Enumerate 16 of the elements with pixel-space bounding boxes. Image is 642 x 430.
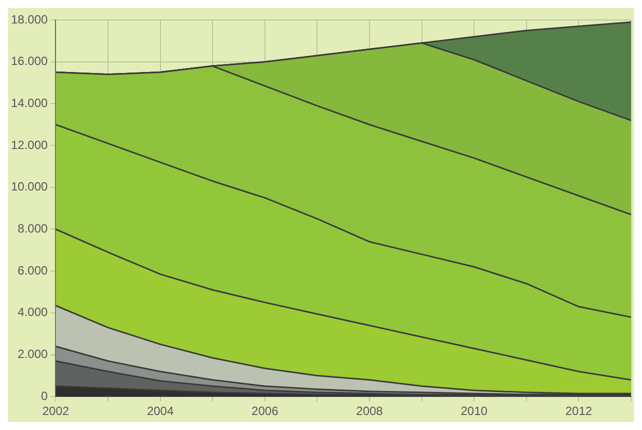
y-tick-label: 16.000 xyxy=(11,54,48,68)
y-tick-label: 4.000 xyxy=(18,305,48,320)
y-tick-label: 6.000 xyxy=(18,263,48,278)
x-tick-label: 2008 xyxy=(356,404,384,418)
y-tick-label: 12.000 xyxy=(11,138,48,152)
x-tick-label: 2004 xyxy=(146,404,174,418)
y-tick-label: 8.000 xyxy=(18,222,48,236)
y-tick-label: 2.000 xyxy=(18,347,48,362)
y-tick-label: 0 xyxy=(41,388,48,403)
y-tick-label: 10.000 xyxy=(11,180,48,194)
y-tick-label: 14.000 xyxy=(11,96,48,110)
x-tick-label: 2010 xyxy=(460,404,488,418)
x-tick-label: 2002 xyxy=(42,404,70,418)
x-tick-label: 2012 xyxy=(565,404,592,418)
x-tick-label: 2006 xyxy=(252,404,279,418)
y-tick-label: 18.000 xyxy=(11,12,48,26)
